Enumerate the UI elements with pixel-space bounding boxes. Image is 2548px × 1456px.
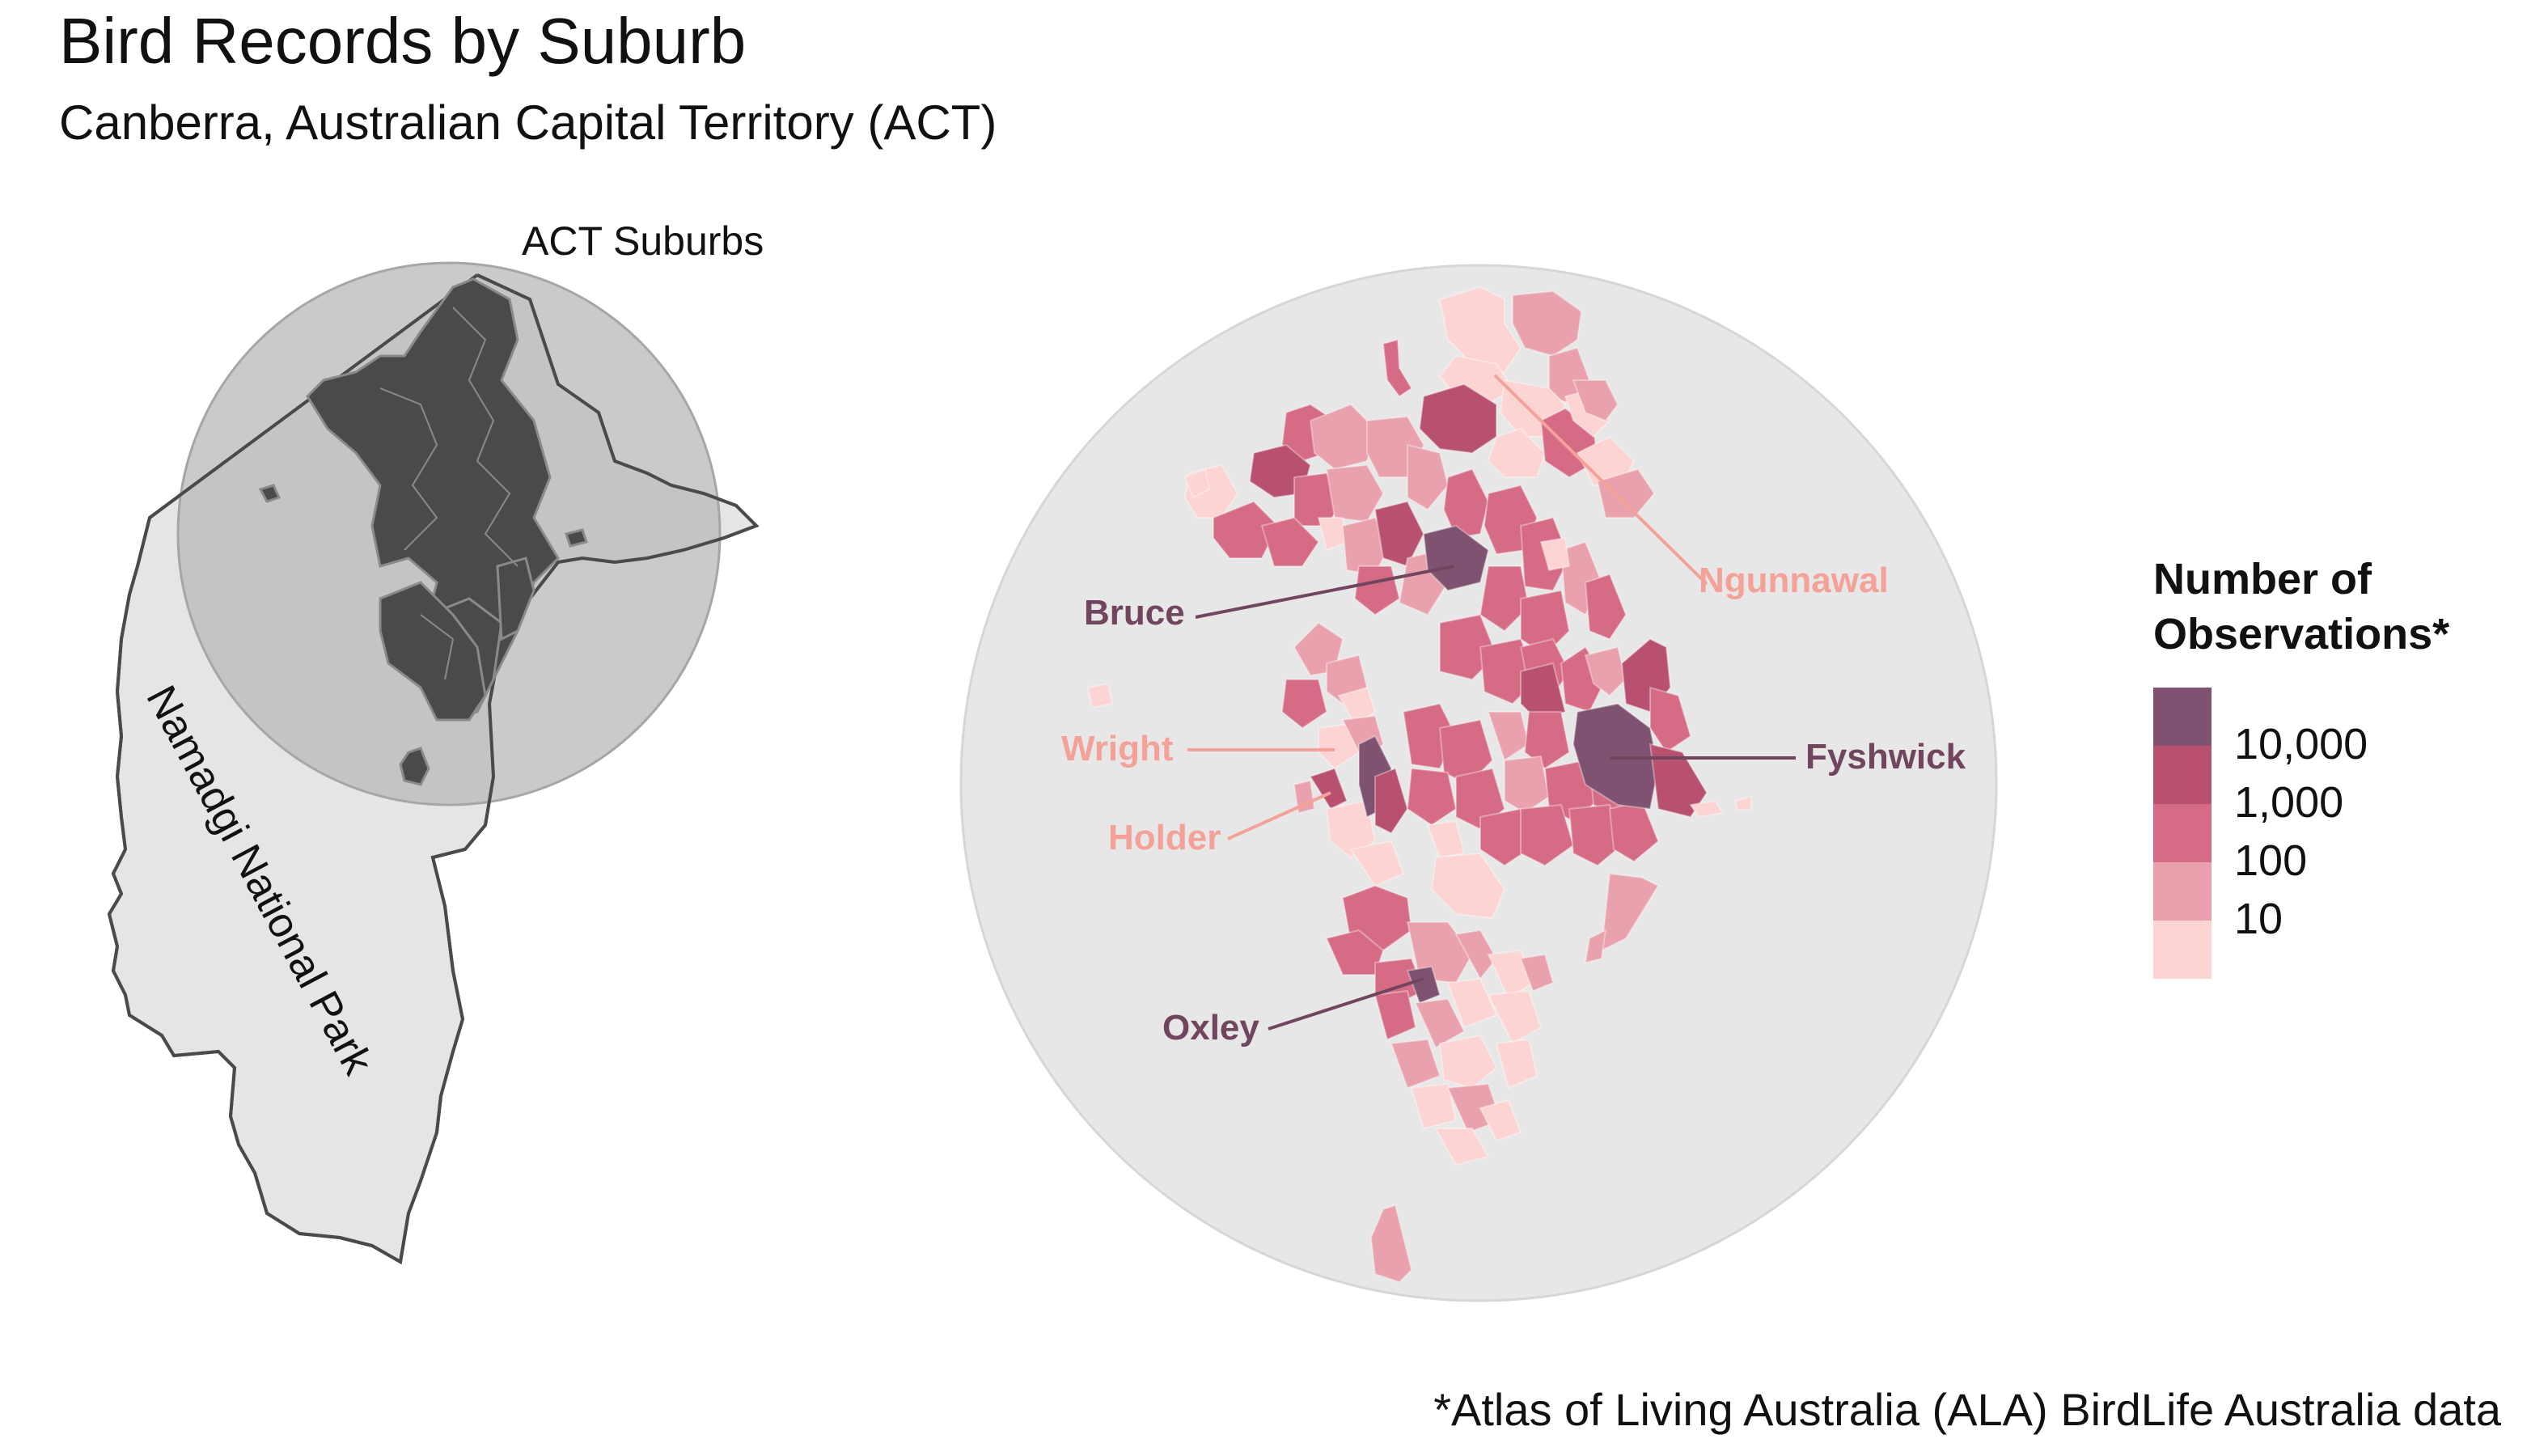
suburb-polygon	[1418, 383, 1497, 455]
legend-swatch	[2153, 921, 2212, 979]
inset-circle-label: ACT Suburbs	[522, 218, 764, 264]
legend-swatch	[2153, 862, 2212, 921]
suburb-polygon	[1390, 1038, 1441, 1090]
chart-subtitle: Canberra, Australian Capital Territory (…	[59, 95, 997, 150]
act-suburb-borders	[379, 307, 518, 680]
suburb-polygon	[1584, 573, 1627, 641]
legend-tick-label: 1,000	[2234, 778, 2343, 827]
suburb-polygon	[1520, 589, 1571, 657]
suburb-polygon	[1369, 1204, 1413, 1284]
suburb-polygon	[1568, 803, 1623, 867]
suburb-polygon	[1373, 989, 1417, 1041]
suburb-polygon	[1438, 286, 1522, 374]
callout-label-wright: Wright	[1061, 729, 1174, 768]
legend-title-line2: Observations*	[2153, 610, 2449, 658]
suburb-polygon	[1519, 953, 1555, 993]
suburb-polygon	[1539, 536, 1571, 572]
bruce-leader	[1195, 565, 1455, 619]
act-boundary-overlay	[107, 273, 760, 1265]
legend-tick-label: 10	[2234, 895, 2283, 943]
suburb-polygon	[1504, 755, 1551, 815]
suburb-polygon	[1438, 1034, 1498, 1090]
legend-tick-label: 100	[2234, 836, 2307, 885]
suburb-polygon	[1406, 965, 1441, 1005]
suburb-polygon	[1260, 516, 1320, 567]
footnote: *Atlas of Living Australia (ALA) BirdLif…	[1433, 1384, 2502, 1435]
suburb-polygon	[1430, 852, 1506, 920]
suburb-polygon	[1596, 468, 1656, 518]
act-suburbs-silhouette	[258, 277, 588, 786]
callout-label-bruce: Bruce	[1084, 593, 1185, 633]
suburb-polygon	[1374, 767, 1409, 835]
suburb-polygons	[1086, 286, 1752, 1284]
legend-swatch	[2153, 746, 2212, 804]
suburb-polygon	[1434, 1128, 1490, 1166]
suburb-polygon	[1495, 1038, 1539, 1090]
suburb-polygon	[1487, 989, 1543, 1045]
suburb-polygon	[1649, 686, 1692, 754]
suburb-polygon	[1325, 463, 1385, 523]
legend-swatch	[2153, 804, 2212, 862]
holder-leader	[1227, 791, 1331, 840]
legend: Number of Observations* 10,000 1,000 100…	[2153, 555, 2449, 979]
suburb-polygon	[1446, 977, 1498, 1029]
suburb-polygon	[1309, 403, 1377, 471]
suburb-polygon	[1309, 767, 1348, 811]
chart-title: Bird Records by Suburb	[59, 5, 746, 77]
legend-swatch	[2153, 688, 2212, 746]
callout-label-oxley: Oxley	[1162, 1008, 1259, 1048]
suburb-polygon	[1349, 840, 1405, 887]
legend-tick-label: 10,000	[2234, 720, 2368, 768]
suburb-polygon	[1572, 379, 1619, 422]
legend-title-line1: Number of	[2153, 555, 2372, 603]
callout-label-holder: Holder	[1108, 818, 1221, 857]
suburb-polygon	[1523, 711, 1571, 770]
suburb-polygon	[1213, 500, 1280, 559]
suburb-polygon	[1280, 679, 1328, 730]
suburb-polygon	[1520, 803, 1575, 867]
ngunnawal-leader	[1493, 374, 1708, 586]
callout-label-fyshwick: Fyshwick	[1805, 737, 1966, 777]
main-suburb-map: Ngunnawal Bruce Wright Fyshwick Holder O…	[959, 264, 1998, 1302]
suburb-polygon	[1479, 1098, 1522, 1142]
legend-swatches	[2153, 688, 2212, 979]
legend-tick-labels: 10,000 1,000 100 10	[2234, 720, 2368, 943]
act-inset-map: ACT Suburbs Namadgi National Park	[107, 218, 764, 1265]
suburb-polygon	[1183, 468, 1211, 499]
suburb-polygon	[1382, 338, 1413, 398]
suburb-polygon	[1406, 767, 1458, 827]
suburb-polygon	[1410, 1082, 1458, 1130]
suburb-polygon	[1689, 799, 1725, 819]
suburb-polygon	[1442, 468, 1490, 540]
callout-label-ngunnawal: Ngunnawal	[1699, 561, 1889, 600]
suburb-polygon	[1086, 682, 1114, 709]
suburb-polygon	[1414, 997, 1466, 1049]
suburb-polygon	[1426, 819, 1466, 859]
suburb-polygon	[1584, 929, 1607, 964]
suburb-polygon	[1479, 807, 1530, 867]
suburb-polygon	[1407, 443, 1450, 511]
callout-lines	[1187, 374, 1796, 1031]
suburb-polygon	[1337, 686, 1377, 726]
suburb-polygon	[1479, 565, 1530, 633]
suburb-polygon	[1733, 795, 1752, 812]
oxley-leader	[1268, 977, 1424, 1031]
suburb-polygon	[1293, 779, 1316, 815]
suburb-polygon	[1373, 500, 1425, 568]
suburb-polygon	[1512, 290, 1583, 358]
suburb-polygon	[1487, 427, 1547, 478]
callout-labels: Ngunnawal Bruce Wright Fyshwick Holder O…	[1061, 561, 1966, 1048]
suburb-polygon	[1584, 645, 1627, 697]
